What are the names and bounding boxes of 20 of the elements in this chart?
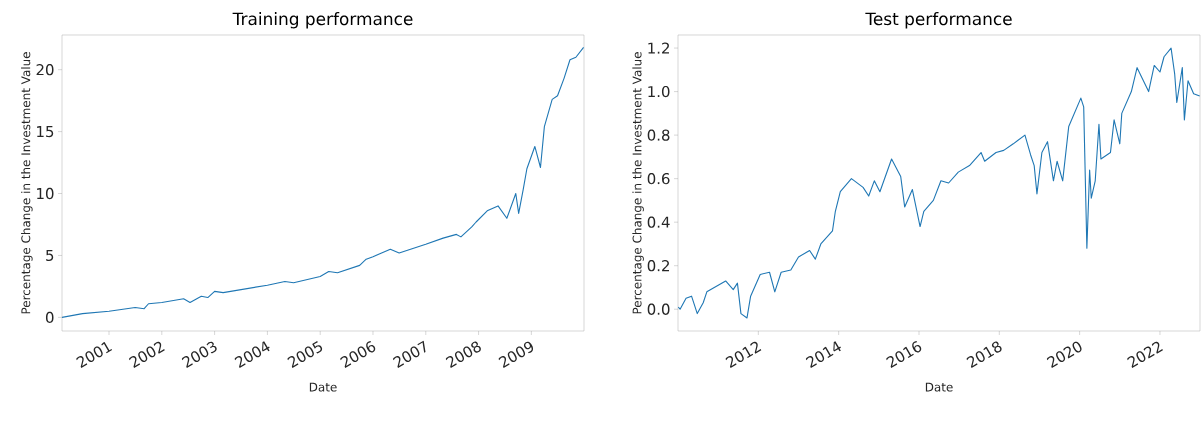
y-tick-label: 0.4 — [647, 216, 670, 228]
y-tick-label: 0.2 — [647, 260, 669, 272]
y-tick-label: 0 — [45, 311, 54, 324]
chart-title: Training performance — [232, 12, 413, 29]
y-tick-label: 0.0 — [647, 303, 670, 315]
line-series — [62, 46, 584, 318]
y-tick-label: 10 — [37, 187, 54, 200]
x-axis-title: Date — [925, 382, 953, 392]
y-axis-title: Percentage Change in the Investment Value — [21, 52, 33, 314]
y-tick-label: 20 — [36, 64, 54, 76]
line-series — [678, 47, 1201, 319]
x-axis-title: Date — [309, 382, 337, 392]
y-tick-label: 0.8 — [647, 129, 670, 141]
y-tick-label: 1.0 — [648, 85, 670, 98]
y-tick-label: 15 — [37, 126, 54, 138]
y-tick-label: 1.2 — [648, 42, 669, 54]
y-tick-label: 0.6 — [647, 172, 670, 185]
chart-title: Test performance — [865, 12, 1012, 29]
y-axis-title: Percentage Change in the Investment Value — [632, 52, 644, 314]
y-tick-label: 5 — [46, 249, 54, 262]
